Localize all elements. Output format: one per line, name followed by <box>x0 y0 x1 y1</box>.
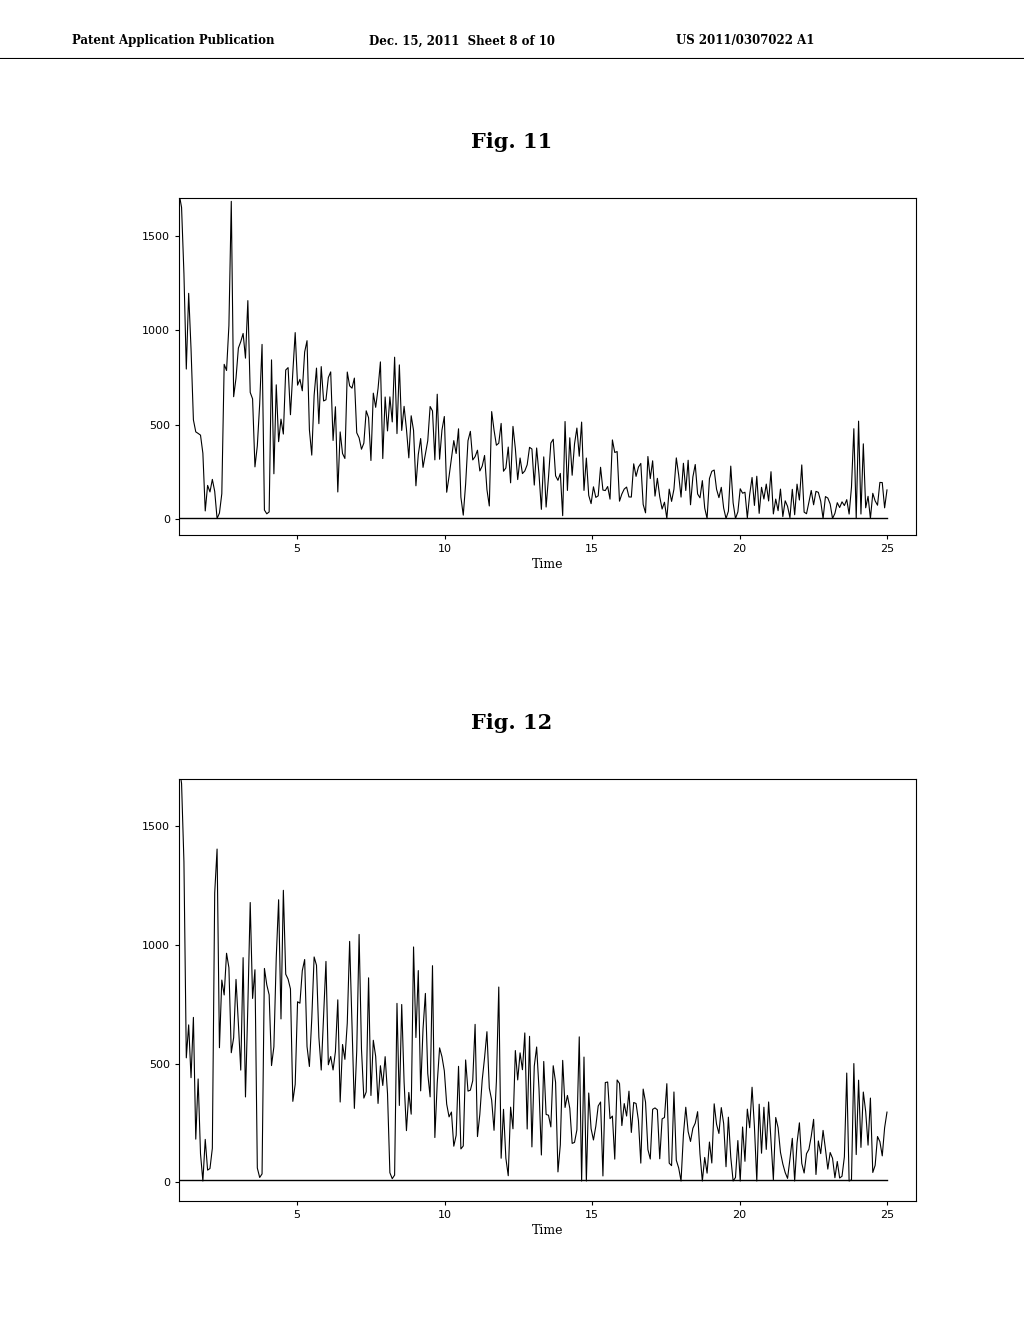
X-axis label: Time: Time <box>532 1225 563 1237</box>
Text: Dec. 15, 2011  Sheet 8 of 10: Dec. 15, 2011 Sheet 8 of 10 <box>369 34 555 48</box>
Text: US 2011/0307022 A1: US 2011/0307022 A1 <box>676 34 814 48</box>
Text: Fig. 11: Fig. 11 <box>471 132 553 152</box>
Text: Fig. 12: Fig. 12 <box>471 713 553 733</box>
Text: Patent Application Publication: Patent Application Publication <box>72 34 274 48</box>
X-axis label: Time: Time <box>532 558 563 570</box>
